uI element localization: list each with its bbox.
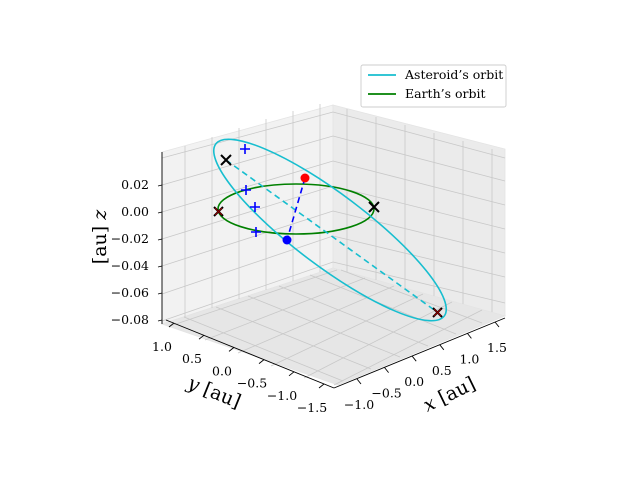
z-axis-label: [au] z	[89, 209, 111, 264]
y-tick-mark	[318, 383, 325, 389]
black-x-marker	[368, 201, 380, 213]
y-tick-label: 0.5	[182, 351, 202, 366]
z-axis-label-var: z	[89, 209, 111, 221]
x-axis-label-unit: [au]	[435, 373, 479, 410]
x-tick-mark	[411, 355, 417, 362]
z-tick-mark	[157, 292, 163, 295]
x-tick-mark	[384, 367, 389, 373]
x-tick-label: 0.5	[432, 363, 452, 378]
x-tick-mark	[356, 378, 362, 385]
red-dot-marker	[300, 173, 310, 183]
legend-frame	[360, 64, 507, 108]
dark-red-x-markers	[213, 206, 443, 318]
x-tick-label: −1.0	[344, 397, 374, 412]
node-dashed-line	[286, 177, 306, 241]
y-tick-mark	[258, 359, 265, 364]
y-tick-mark	[228, 347, 235, 352]
z-tick-mark	[157, 238, 163, 241]
x-axis-ticks: −1.0−0.50.0 0.5 1.0 1.5	[344, 321, 507, 412]
y-tick-mark	[288, 371, 295, 377]
x-tick-label: 1.0	[459, 351, 479, 366]
y-tick-label: 1.0	[152, 339, 172, 354]
x-tick-label: 1.5	[487, 340, 507, 355]
y-axis-line	[165, 319, 335, 389]
blue-plus-marker	[240, 144, 250, 154]
x-tick-mark	[494, 321, 500, 328]
y-tick-label: −0.5	[237, 376, 267, 391]
z-tick-mark	[157, 319, 163, 322]
x-tick-label: −0.5	[371, 386, 401, 401]
x-tick-mark	[439, 344, 445, 351]
floor-pane	[160, 267, 507, 386]
earth-orbit-line	[217, 183, 375, 235]
z-tick-mark	[157, 265, 163, 268]
dark-red-x-marker	[214, 207, 223, 216]
z-tick-label: 0.02	[121, 177, 149, 192]
x-tick-label: 0.0	[404, 374, 424, 389]
blue-plus-marker	[250, 202, 260, 212]
z-tick-label: 0.00	[121, 204, 149, 219]
z-tick-label: −0.02	[111, 231, 149, 246]
y-tick-mark	[198, 334, 205, 340]
z-tick-label: −0.06	[111, 285, 149, 300]
y-axis-ticks: 1.0 0.5 0.0 −0.5−1.0−1.5	[152, 322, 327, 415]
grid-lines	[161, 104, 506, 386]
asteroid-orbit-line	[212, 138, 448, 322]
legend-label-earth: Earth’s orbit	[405, 86, 486, 101]
z-tick-mark	[157, 211, 163, 214]
x-tick-mark	[467, 333, 472, 339]
y-tick-label: −1.0	[267, 388, 297, 403]
legend-label-asteroid: Asteroid’s orbit	[404, 67, 503, 82]
dark-red-x-marker	[433, 308, 442, 317]
blue-plus-marker	[241, 185, 251, 195]
z-axis-label-unit: [au]	[89, 226, 111, 264]
y-tick-mark	[168, 322, 175, 328]
z-tick-mark	[157, 184, 163, 187]
z-tick-label: −0.04	[111, 258, 149, 273]
asteroid-apsidal-dashed-line	[225, 159, 438, 313]
blue-plus-markers	[240, 144, 261, 237]
blue-plus-marker	[251, 227, 261, 237]
z-axis-ticks: 0.02 0.00 −0.02 −0.04 −0.06 −0.08	[111, 177, 163, 327]
black-x-marker	[220, 154, 232, 166]
x-axis-line	[333, 317, 506, 389]
x-axis-label: x [au]	[420, 373, 479, 417]
black-x-markers	[220, 154, 380, 213]
blue-dot-marker	[282, 235, 292, 245]
z-tick-label: −0.08	[111, 312, 149, 327]
y-tick-label: −1.5	[297, 400, 327, 415]
y-tick-label: 0.0	[212, 363, 232, 378]
legend: Asteroid’s orbit Earth’s orbit	[360, 64, 507, 108]
